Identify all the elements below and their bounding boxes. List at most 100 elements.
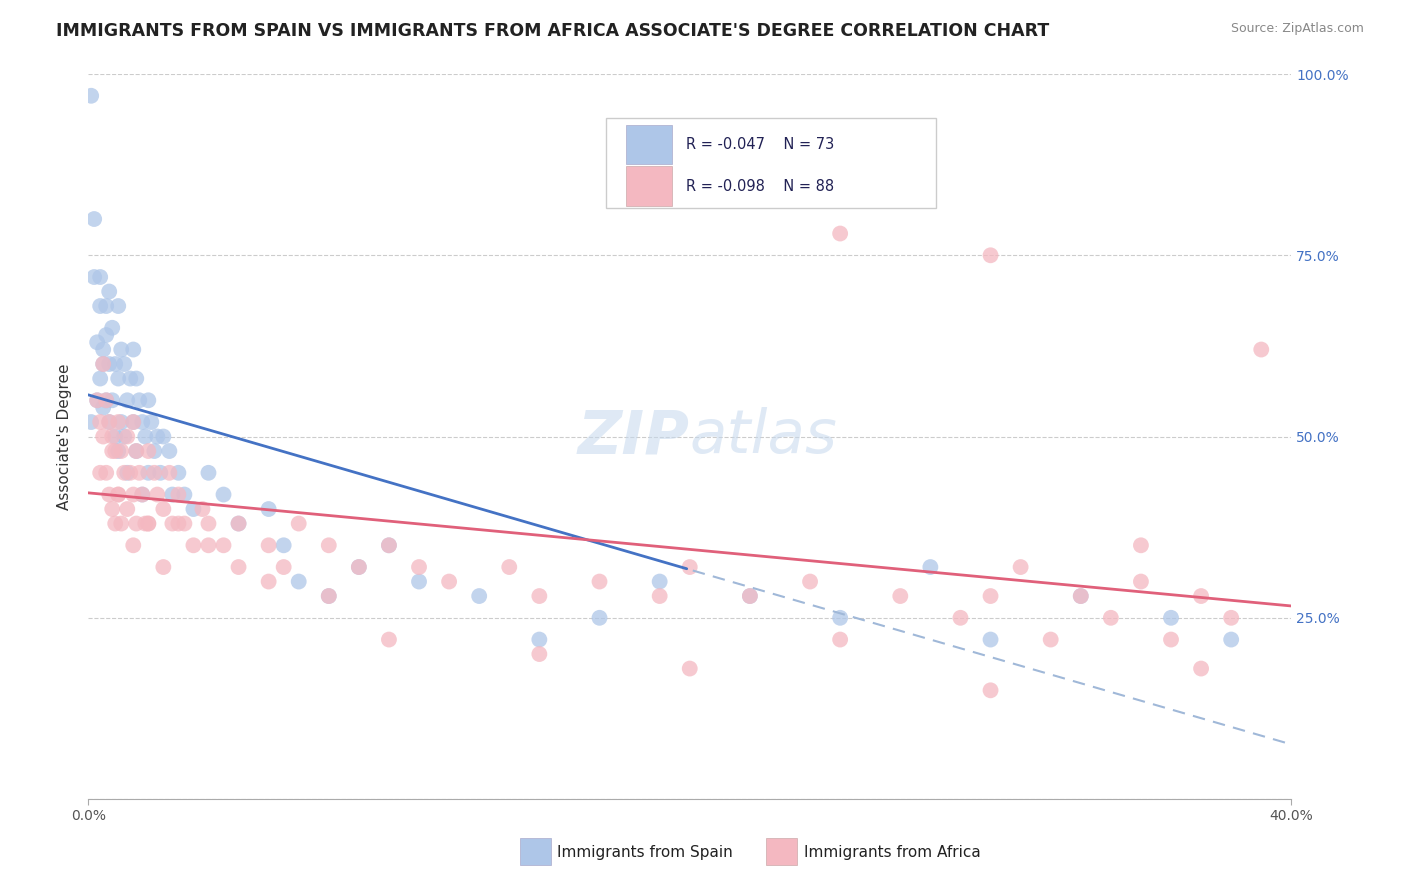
Point [146,429,169,443]
Point [1010,560,1032,574]
Point [197,466,219,480]
Point [125,444,148,458]
Point [157,444,180,458]
Point [120,371,142,385]
Point [122,343,145,357]
Point [173,516,195,531]
Text: R = -0.047    N = 73: R = -0.047 N = 73 [686,137,834,152]
Point [679,662,702,676]
Point [125,516,148,531]
Text: Source: ZipAtlas.com: Source: ZipAtlas.com [1230,22,1364,36]
Point [257,538,280,552]
Point [91,357,114,371]
Point [112,466,135,480]
Point [101,502,124,516]
Point [152,429,174,443]
Point [197,516,219,531]
Point [920,560,942,574]
Point [183,502,205,516]
Point [1099,611,1122,625]
Point [1070,589,1092,603]
Point [152,560,174,574]
Point [197,538,219,552]
Point [131,487,153,501]
Point [830,227,852,241]
Point [83,270,105,285]
FancyBboxPatch shape [606,118,936,208]
Point [1129,574,1152,589]
Point [183,538,205,552]
Text: IMMIGRANTS FROM SPAIN VS IMMIGRANTS FROM AFRICA ASSOCIATE'S DEGREE CORRELATION C: IMMIGRANTS FROM SPAIN VS IMMIGRANTS FROM… [56,22,1049,40]
Point [1250,343,1272,357]
Point [117,502,139,516]
Point [529,589,551,603]
Point [128,393,150,408]
Bar [626,166,672,206]
Point [136,516,159,531]
Point [122,415,145,429]
Point [799,574,821,589]
Point [104,444,127,458]
Point [162,487,184,501]
Text: R = -0.098    N = 88: R = -0.098 N = 88 [686,178,834,194]
Point [136,466,159,480]
Point [110,516,132,531]
Point [408,560,430,574]
Point [107,487,129,501]
Point [80,415,103,429]
Point [141,415,163,429]
Point [91,429,114,443]
Point [134,516,156,531]
Point [273,538,295,552]
Point [112,357,135,371]
Point [80,88,103,103]
Point [228,516,250,531]
Bar [626,125,672,164]
Point [110,415,132,429]
Point [1220,611,1243,625]
Point [228,560,250,574]
Point [648,589,671,603]
Point [110,444,132,458]
Point [167,466,190,480]
Point [143,466,166,480]
Text: ZIP: ZIP [578,407,690,466]
Point [498,560,520,574]
Y-axis label: Associate's Degree: Associate's Degree [58,363,72,510]
Point [949,611,972,625]
Point [122,538,145,552]
Point [128,466,150,480]
Point [83,212,105,227]
Point [980,632,1002,647]
Point [101,320,124,334]
Point [212,487,235,501]
Point [318,589,340,603]
Point [89,371,111,385]
Point [96,328,118,343]
Text: Immigrants from Spain: Immigrants from Spain [557,846,733,860]
Point [91,343,114,357]
Point [152,502,174,516]
Text: atlas: atlas [690,407,838,466]
Point [96,393,118,408]
Point [104,516,127,531]
Point [146,487,169,501]
Point [980,683,1002,698]
Point [1160,611,1182,625]
Point [1189,589,1212,603]
Point [191,502,214,516]
Point [980,589,1002,603]
Point [110,343,132,357]
Point [318,538,340,552]
Point [91,401,114,415]
Point [96,466,118,480]
Point [117,466,139,480]
Point [104,429,127,443]
Point [529,647,551,661]
Point [738,589,761,603]
Point [86,335,108,350]
Point [91,357,114,371]
Point [378,538,401,552]
Point [1189,662,1212,676]
Point [679,560,702,574]
